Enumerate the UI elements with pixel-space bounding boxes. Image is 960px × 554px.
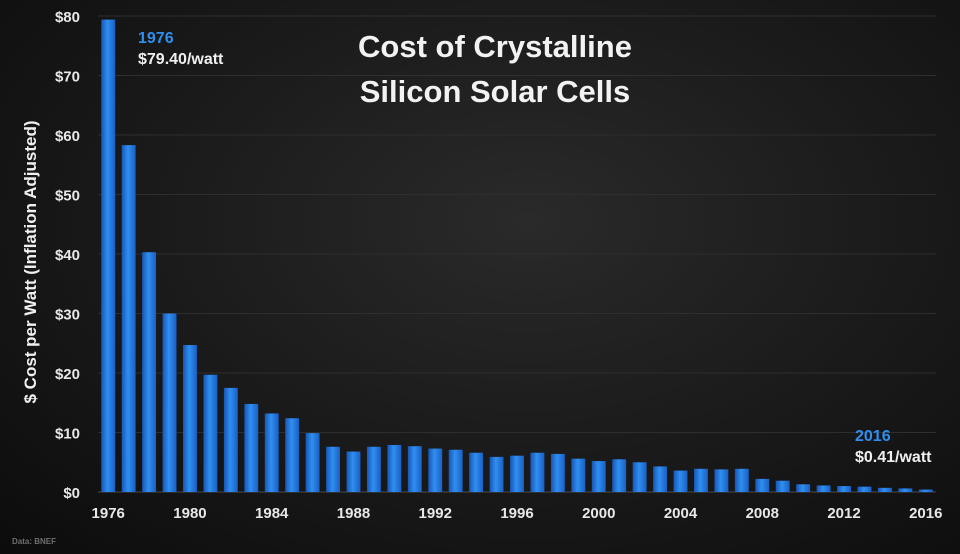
bar-1984 — [264, 413, 279, 492]
bar-1995 — [489, 456, 504, 492]
bar-1991 — [407, 446, 422, 492]
y-axis-label: $ Cost per Watt (Inflation Adjusted) — [21, 120, 40, 404]
bar-1979 — [162, 313, 177, 492]
bar-1982 — [223, 387, 238, 492]
source-note: Data: BNEF — [12, 537, 57, 546]
bar-2002 — [632, 462, 647, 492]
bar-2013 — [857, 486, 872, 492]
annotation-1976: 1976 $79.40/watt — [138, 28, 223, 70]
bar-1992 — [428, 448, 443, 492]
bar-2000 — [591, 461, 606, 492]
bar-1983 — [244, 403, 259, 492]
bar-2015 — [898, 488, 913, 492]
annotation-2016-year: 2016 — [855, 428, 891, 445]
bar-2010 — [796, 484, 811, 492]
bar-2003 — [653, 466, 668, 492]
y-tick-label: $0 — [63, 485, 80, 502]
bar-1998 — [550, 453, 565, 492]
bar-1985 — [285, 418, 300, 492]
bar-2001 — [612, 459, 627, 492]
bar-1976 — [101, 19, 116, 492]
x-tick-label: 1976 — [92, 505, 125, 522]
x-tick-label: 1988 — [337, 505, 370, 522]
x-tick-label: 2000 — [582, 505, 615, 522]
annotation-1976-year: 1976 — [138, 30, 174, 47]
x-tick-label: 2016 — [909, 505, 942, 522]
bar-2011 — [816, 485, 831, 492]
x-tick-label: 1984 — [255, 505, 289, 522]
y-tick-label: $70 — [55, 69, 80, 86]
bar-2004 — [673, 470, 688, 492]
x-tick-label: 2008 — [746, 505, 779, 522]
annotation-2016: 2016 $0.41/watt — [855, 426, 931, 468]
x-tick-label: 1980 — [173, 505, 206, 522]
bar-1994 — [469, 452, 484, 492]
x-tick-label: 2004 — [664, 505, 698, 522]
chart-title: Cost of Crystalline Silicon Solar Cells — [300, 24, 690, 114]
annotation-1976-value: $79.40/watt — [138, 51, 224, 68]
bar-2008 — [755, 478, 770, 492]
y-tick-label: $60 — [55, 128, 80, 145]
bar-1989 — [366, 446, 381, 492]
bar-1993 — [448, 449, 463, 492]
bar-1981 — [203, 374, 218, 492]
bar-2009 — [775, 480, 790, 492]
x-tick-label: 1992 — [419, 505, 452, 522]
x-tick-label: 2012 — [827, 505, 860, 522]
bar-1977 — [121, 145, 136, 493]
bar-1988 — [346, 451, 361, 492]
y-axis-ticks: $0 $10 $20 $30 $40 $50 $60 $70 $80 — [55, 9, 80, 502]
bars — [101, 19, 933, 493]
x-tick-label: 1996 — [500, 505, 533, 522]
bar-2012 — [837, 486, 851, 492]
bar-1980 — [183, 345, 197, 492]
y-tick-label: $30 — [55, 307, 80, 324]
bar-2006 — [714, 469, 729, 492]
bar-1999 — [571, 458, 586, 492]
bar-1978 — [142, 252, 157, 492]
y-tick-label: $40 — [55, 247, 80, 264]
x-axis-ticks: 1976 1980 1984 1988 1992 1996 2000 2004 2008 2012… — [92, 505, 943, 522]
chart-title-line-2: Silicon Solar Cells — [359, 74, 631, 109]
bar-1990 — [387, 444, 402, 492]
bar-2005 — [694, 468, 708, 492]
bar-1987 — [326, 446, 340, 492]
y-tick-label: $50 — [55, 188, 80, 205]
bar-2007 — [734, 468, 749, 492]
chart-title-line-1: Cost of Crystalline — [358, 29, 632, 64]
bar-1997 — [530, 452, 545, 492]
bar-1986 — [305, 433, 320, 492]
bar-1996 — [510, 455, 524, 492]
y-tick-label: $80 — [55, 9, 80, 26]
bar-2016 — [918, 489, 933, 492]
bar-2014 — [877, 487, 892, 492]
annotation-2016-value: $0.41/watt — [855, 449, 932, 466]
y-tick-label: $10 — [55, 426, 80, 443]
y-tick-label: $20 — [55, 366, 80, 383]
